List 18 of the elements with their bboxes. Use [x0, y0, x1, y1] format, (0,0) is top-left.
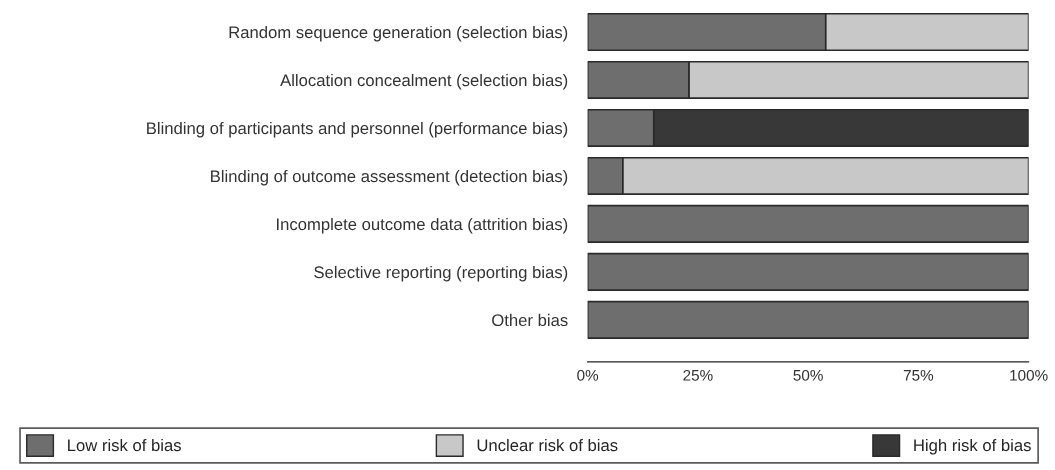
y-tick-label: Blinding of outcome assessment (detection bias): [211, 169, 568, 186]
bar: [587, 252, 1029, 291]
x-tick-label: 0%: [577, 369, 599, 381]
y-tick-label: Selective reporting (reporting bias): [314, 265, 568, 282]
y-tick-label: Random sequence generation (selection bias): [229, 25, 568, 42]
legend-label: Unclear risk of bias: [477, 438, 618, 452]
x-tick-label: 50%: [793, 369, 823, 381]
y-tick-label: Allocation concealment (selection bias): [280, 73, 568, 90]
x-tick-label: 75%: [903, 370, 934, 381]
legend-label: High risk of bias: [914, 438, 1031, 455]
legend-label: Low risk of bias: [68, 438, 181, 452]
x-tick-label: 100%: [1010, 369, 1048, 381]
y-tick-label: Blinding of participants and personnel (performance bias): [147, 121, 568, 138]
y-tick-label: Other bias: [492, 313, 568, 327]
y-tick-label: Incomplete outcome data (attrition bias): [277, 217, 568, 234]
bar: [587, 204, 1029, 244]
bar: [587, 300, 1029, 339]
x-tick-label: 25%: [683, 369, 713, 381]
